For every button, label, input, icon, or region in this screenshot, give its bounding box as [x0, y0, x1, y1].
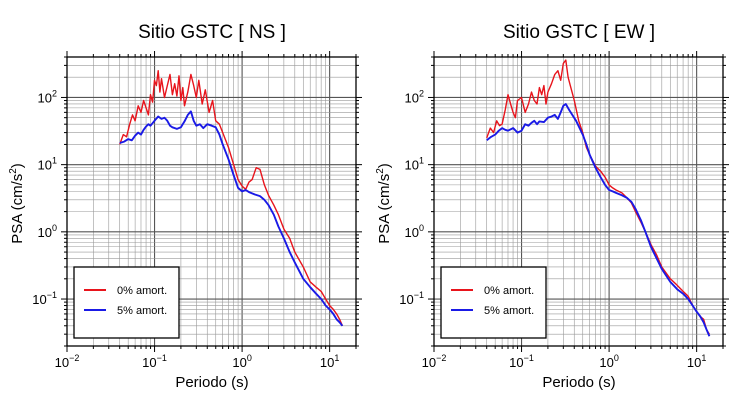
x-axis-label: Periodo (s): [175, 374, 248, 391]
plot-frame: [66, 56, 357, 347]
legend-label: 0% amort.: [484, 285, 534, 297]
chart-panel-1: 10−2 10−1 100 101 10−1 100 101 102 Sitio GSTC [ …: [8, 22, 362, 391]
legend: 0% amort. 5% amort.: [73, 266, 180, 339]
y-axis-label: PSA (cm/s2): [375, 163, 393, 244]
tick-marks: [61, 51, 362, 352]
x-tick-label: 100: [599, 353, 618, 370]
chart-title: Sitio GSTC [ EW ]: [503, 22, 655, 43]
chart-panel-2: 10−2 10−1 100 101 10−1 100 101 102 Sitio GSTC [ …: [375, 22, 729, 391]
legend-box: [73, 266, 180, 339]
legend-label: 5% amort.: [117, 305, 167, 317]
x-axis-label: Periodo (s): [542, 374, 615, 391]
series-line-undamped: [119, 69, 344, 327]
chart-title: Sitio GSTC [ NS ]: [138, 22, 286, 43]
y-tick-label: 100: [405, 223, 424, 240]
x-tick-label: 10−1: [509, 353, 534, 370]
tick-marks: [428, 51, 729, 352]
y-tick-label: 10−1: [32, 290, 57, 307]
y-tick-label: 102: [405, 88, 424, 105]
y-tick-label: 101: [38, 156, 57, 173]
y-tick-label: 101: [405, 156, 424, 173]
y-axis-label: PSA (cm/s2): [8, 163, 26, 244]
plot-frame: [433, 56, 724, 347]
x-tick-label: 10−2: [55, 353, 80, 370]
series-line-damped: [486, 103, 711, 337]
y-tick-label: 102: [38, 88, 57, 105]
x-tick-label: 10−1: [142, 353, 167, 370]
x-tick-label: 101: [687, 353, 706, 370]
x-tick-label: 100: [232, 353, 251, 370]
legend-box: [440, 266, 547, 339]
series-line-damped: [119, 110, 344, 327]
legend: 0% amort. 5% amort.: [440, 266, 547, 339]
y-tick-label: 100: [38, 223, 57, 240]
legend-label: 5% amort.: [484, 305, 534, 317]
legend-label: 0% amort.: [117, 285, 167, 297]
x-tick-label: 101: [320, 353, 339, 370]
y-tick-label: 10−1: [399, 290, 424, 307]
x-tick-label: 10−2: [422, 353, 447, 370]
